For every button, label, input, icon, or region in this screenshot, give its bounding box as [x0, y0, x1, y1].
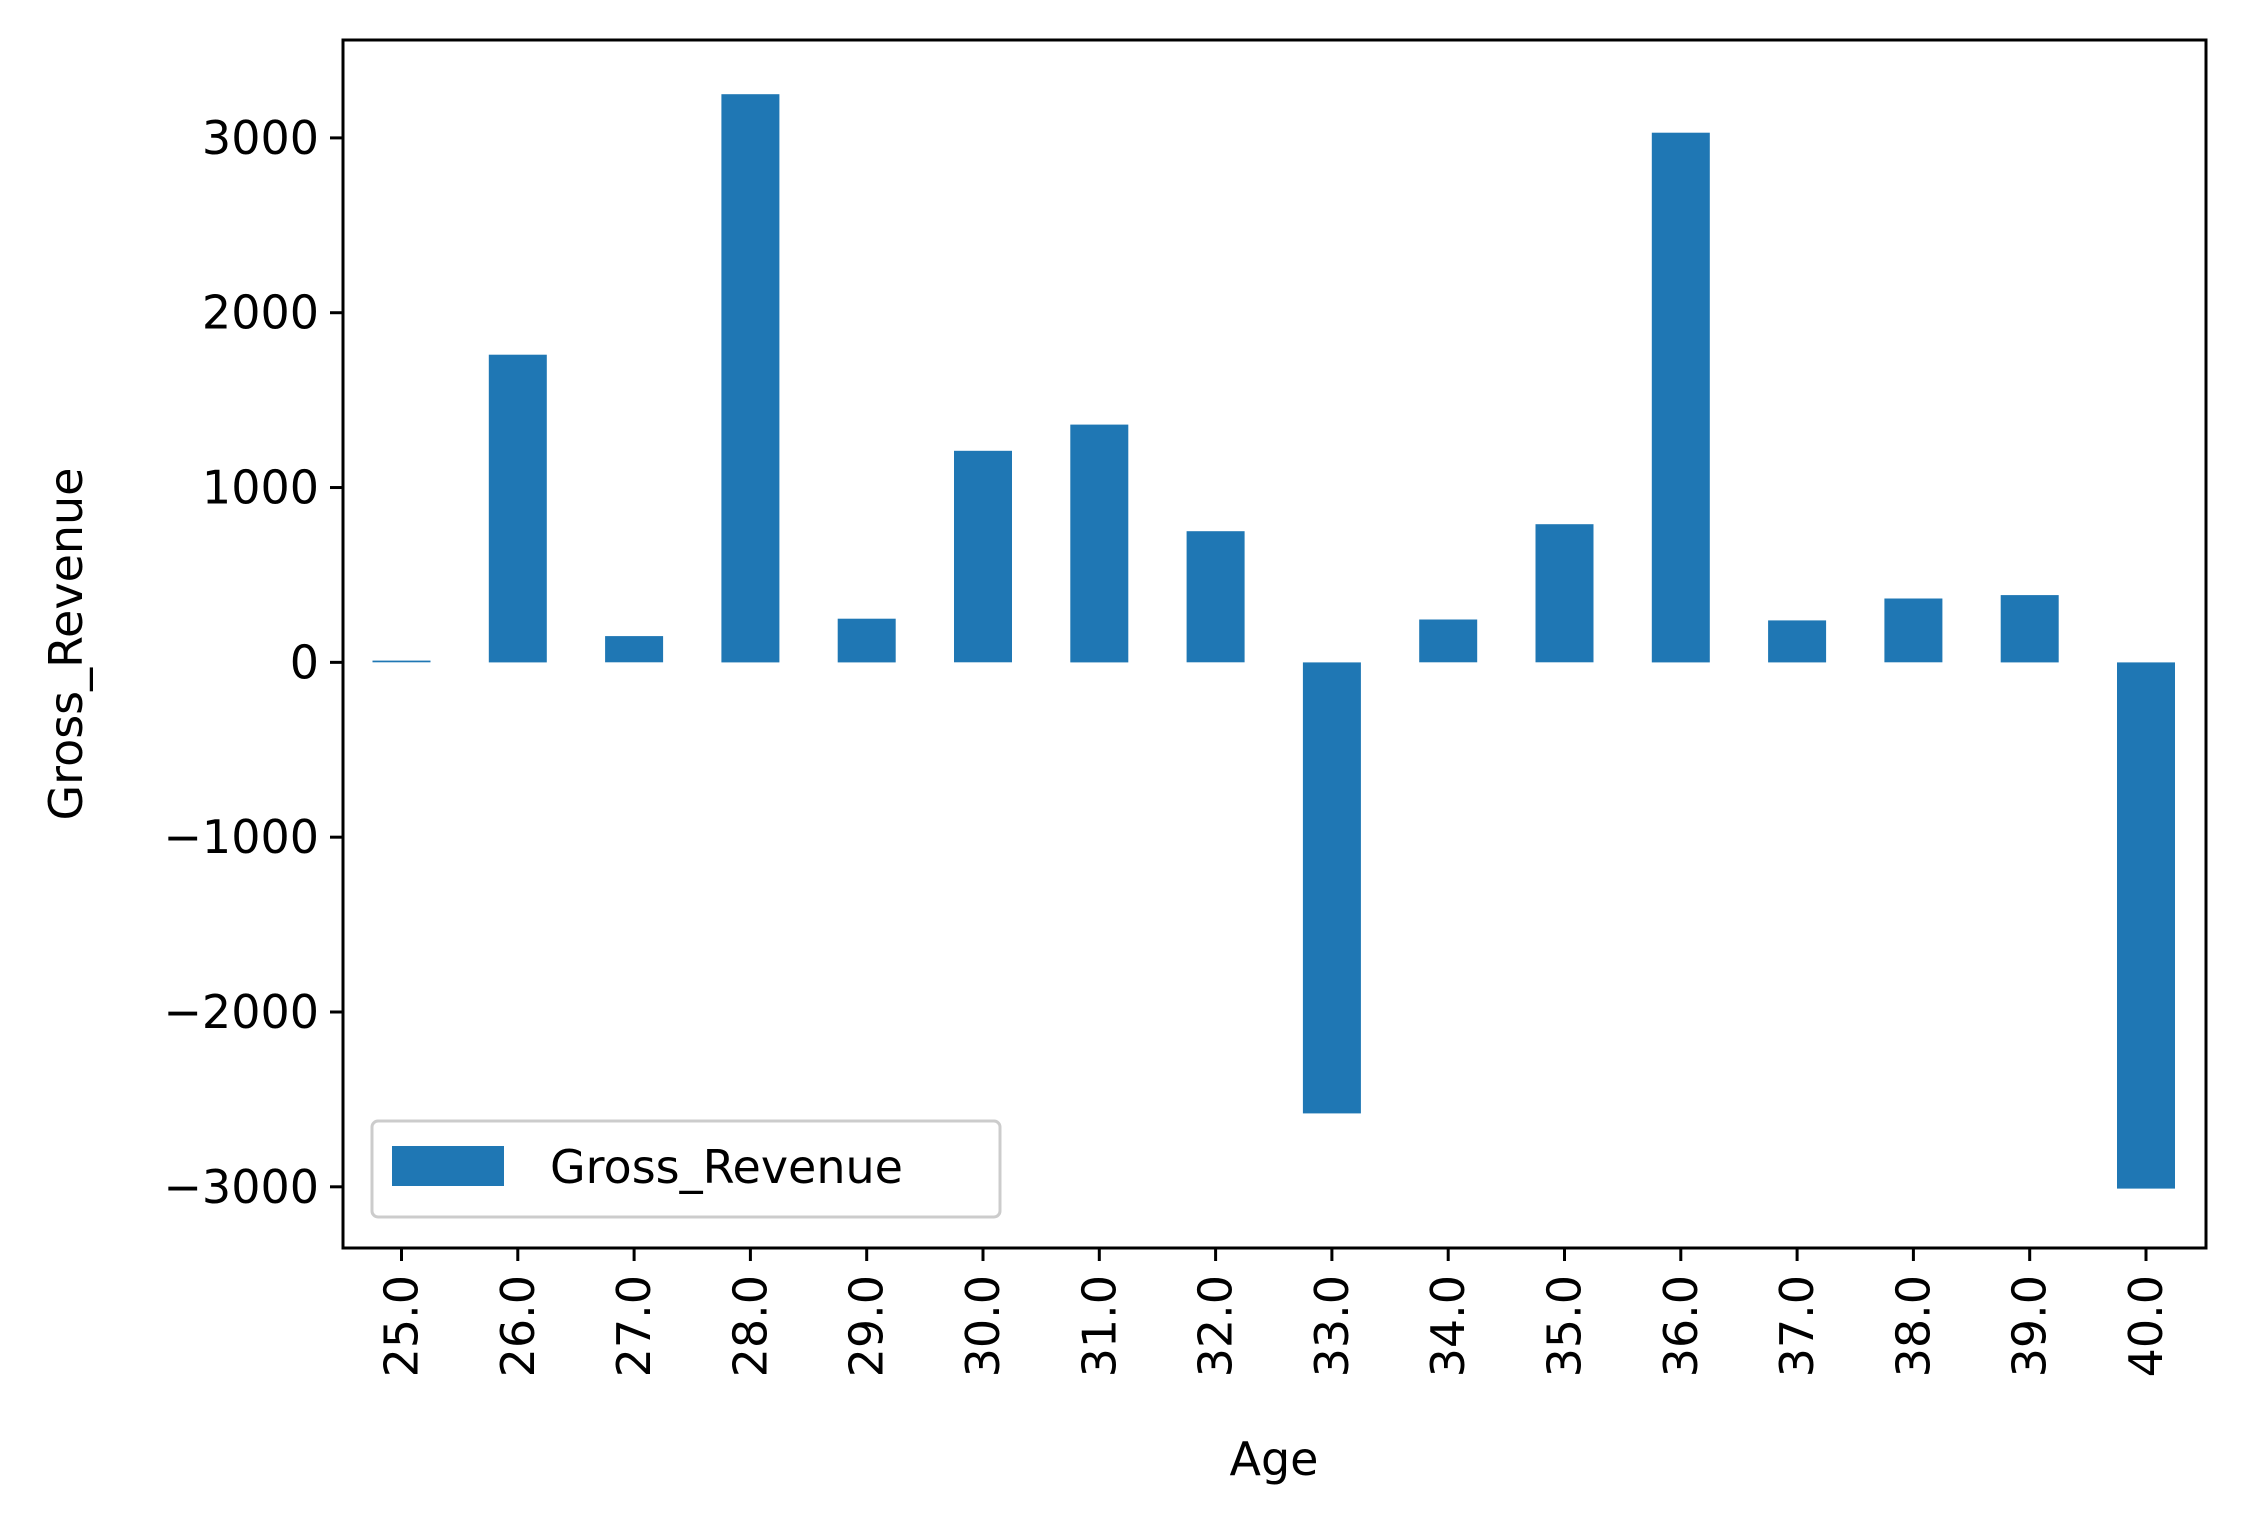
x-tick-label: 33.0	[1305, 1275, 1359, 1377]
y-axis-title: Gross_Revenue	[39, 468, 93, 821]
legend: Gross_Revenue	[370, 1119, 1002, 1219]
y-tick-label: 3000	[202, 111, 319, 165]
y-tick-label: 1000	[202, 461, 319, 515]
y-tick-label: −2000	[163, 985, 319, 1039]
bars-group	[372, 94, 2175, 1189]
bar-33.0	[1302, 662, 1361, 1114]
x-tick-label: 39.0	[2003, 1275, 2057, 1377]
bar-27.0	[605, 636, 664, 663]
x-axis: 25.0 26.0 27.0 28.0 29.0 30.0 31.0 32.0 33.0 34.0…	[375, 1248, 2173, 1377]
x-tick-label: 26.0	[491, 1275, 545, 1377]
x-axis-title: Age	[1230, 1432, 1319, 1486]
bar-39.0	[2000, 595, 2059, 663]
x-tick-label: 28.0	[723, 1275, 777, 1377]
bar-29.0	[837, 618, 896, 663]
x-tick-label: 38.0	[1886, 1275, 1940, 1377]
x-tick-label: 34.0	[1421, 1275, 1475, 1377]
bar-34.0	[1419, 619, 1478, 663]
bar-32.0	[1186, 531, 1245, 663]
legend-label: Gross_Revenue	[550, 1140, 903, 1194]
plot-frame	[341, 38, 2208, 1250]
x-tick-label: 29.0	[840, 1275, 894, 1377]
legend-swatch	[392, 1146, 504, 1186]
bar-28.0	[721, 94, 780, 663]
y-tick-label: 0	[290, 635, 319, 689]
y-tick-label: −3000	[163, 1160, 319, 1214]
bar-26.0	[488, 354, 547, 663]
x-tick-label: 32.0	[1189, 1275, 1243, 1377]
bar-35.0	[1535, 524, 1594, 663]
x-tick-label: 37.0	[1770, 1275, 1824, 1377]
x-tick-label: 25.0	[375, 1275, 429, 1377]
y-tick-label: 2000	[202, 286, 319, 340]
bar-38.0	[1884, 598, 1943, 663]
x-tick-label: 30.0	[956, 1275, 1010, 1377]
bar-30.0	[954, 450, 1012, 663]
x-tick-label: 36.0	[1654, 1275, 1708, 1377]
x-tick-label: 31.0	[1072, 1275, 1126, 1377]
x-tick-label: 35.0	[1538, 1275, 1592, 1377]
bar-40.0	[2117, 662, 2175, 1189]
legend-box	[370, 1119, 1002, 1219]
bar-25.0	[372, 660, 431, 663]
bar-37.0	[1768, 620, 1827, 663]
bar-36.0	[1651, 132, 1710, 663]
y-axis: −3000 −2000 −1000 0 1000 2000 3000	[163, 111, 343, 1214]
x-tick-label: 40.0	[2119, 1275, 2173, 1377]
x-tick-label: 27.0	[607, 1275, 661, 1377]
bar-31.0	[1070, 424, 1129, 663]
y-tick-label: −1000	[163, 810, 319, 864]
